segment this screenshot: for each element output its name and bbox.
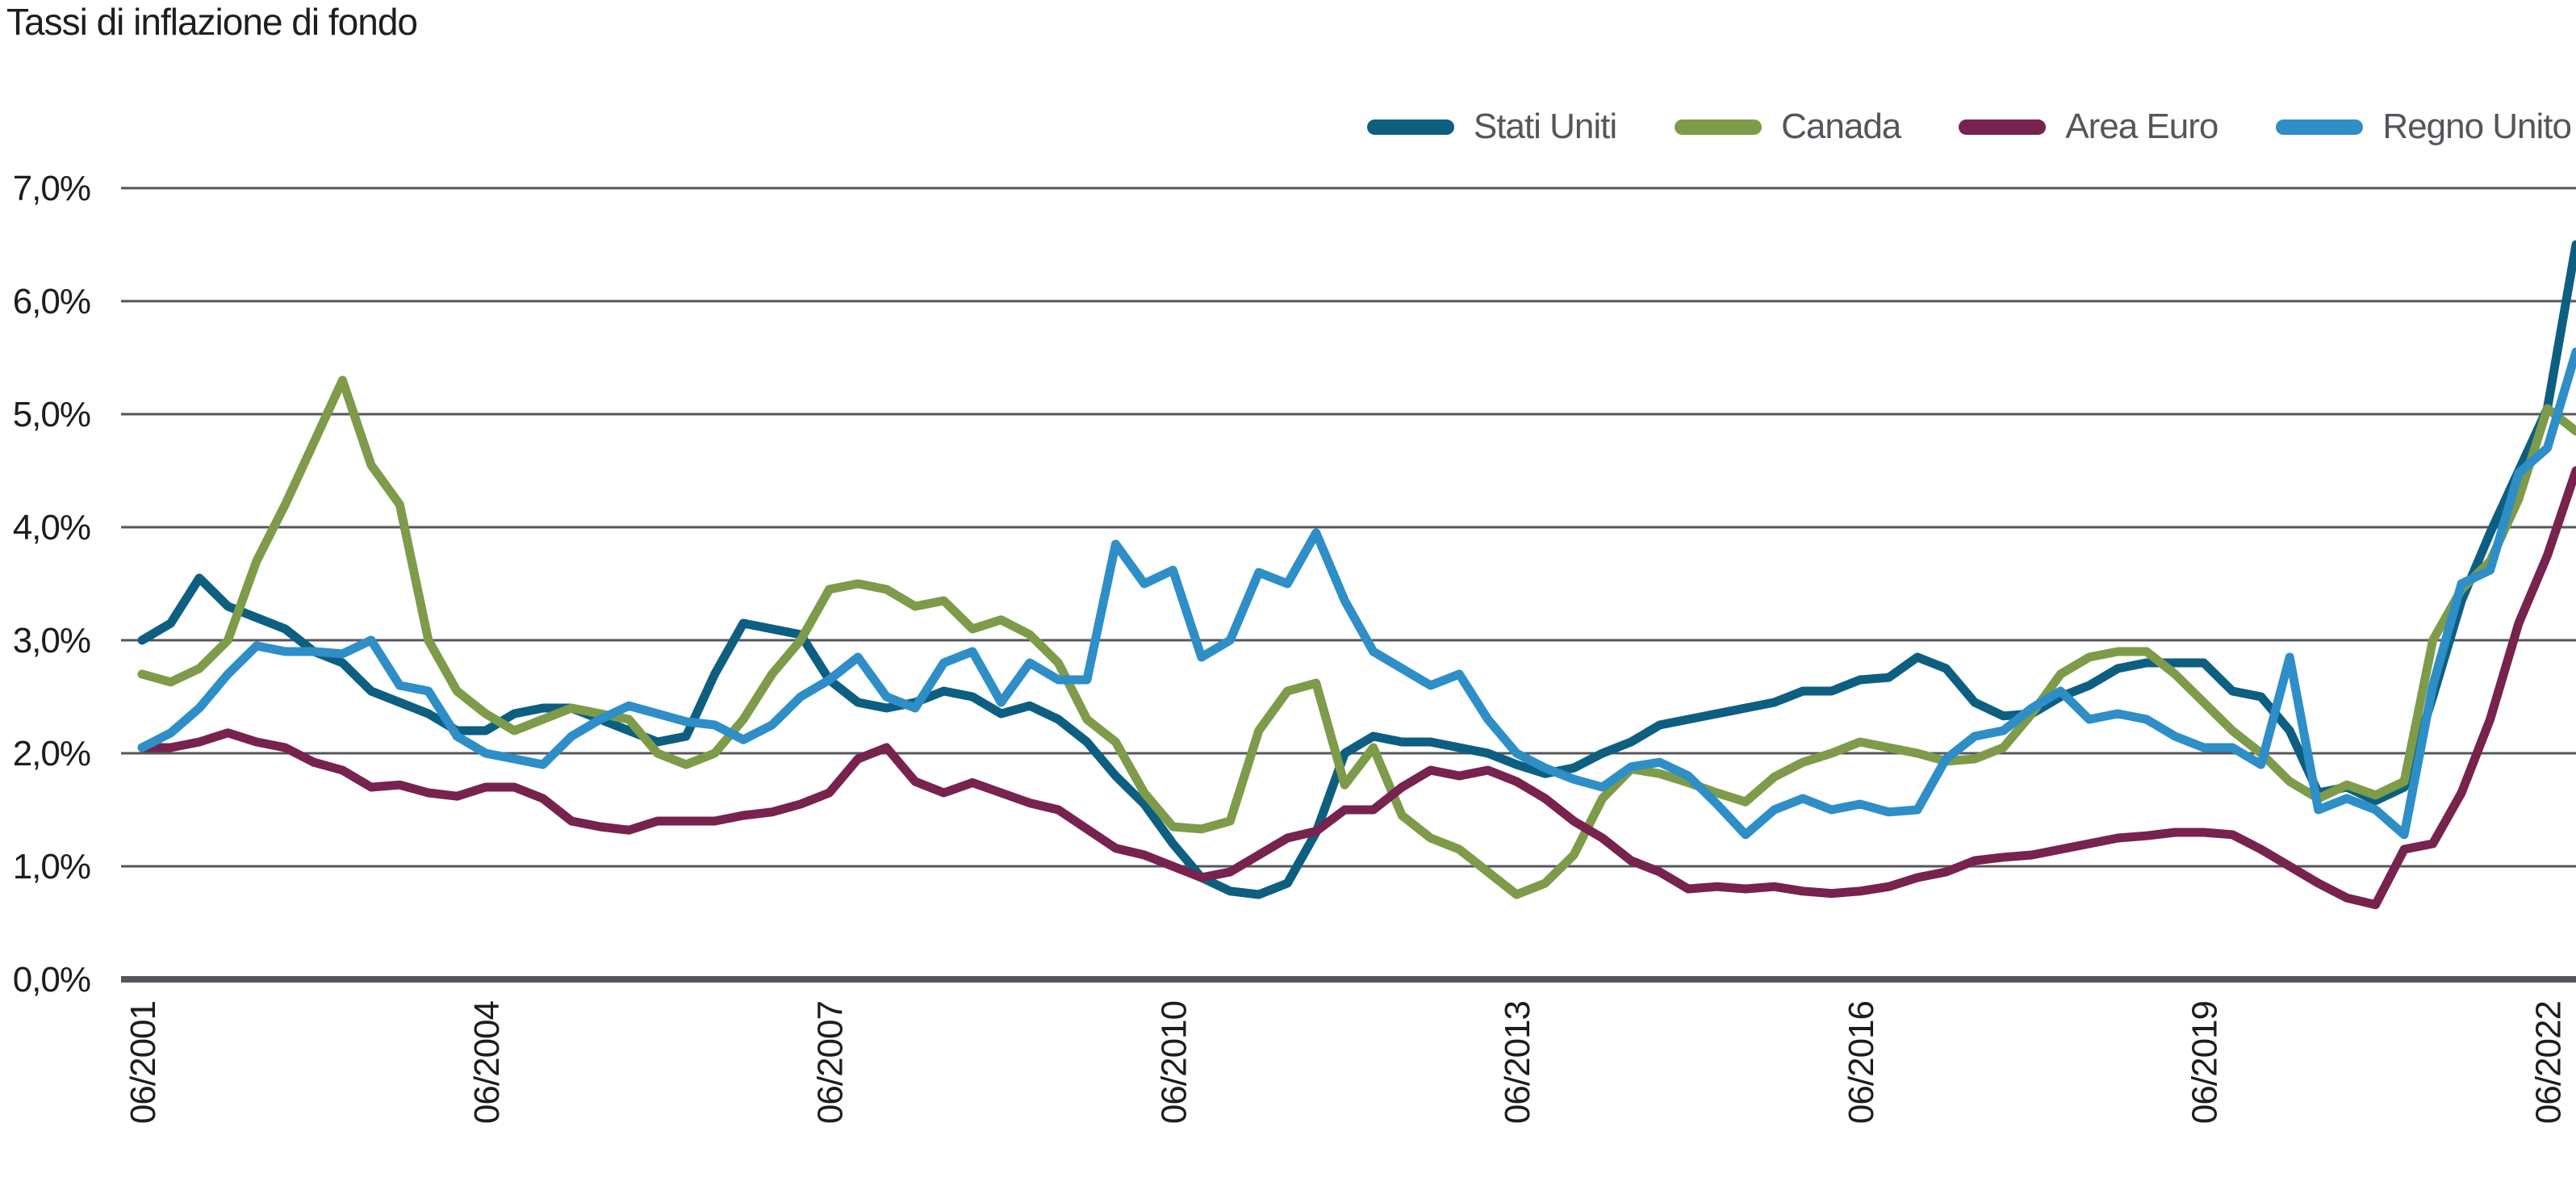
y-tick-label: 5,0%	[13, 395, 90, 434]
x-tick-label: 06/2007	[811, 1001, 851, 1124]
x-tick-label: 06/2010	[1154, 1001, 1194, 1124]
y-tick-label: 6,0%	[13, 282, 90, 321]
legend-swatch-icon	[1366, 119, 1454, 135]
legend-label: Area Euro	[2065, 107, 2218, 146]
legend-item-area-euro: Area Euro	[1959, 107, 2218, 147]
y-tick-label: 2,0%	[13, 734, 90, 773]
series-line-area-euro	[137, 466, 2576, 910]
x-tick-label: 06/2019	[2185, 1001, 2225, 1124]
legend-label: Regno Unito	[2382, 107, 2572, 146]
series-line-regno-unito	[137, 347, 2576, 840]
x-tick-label: 06/2016	[1842, 1001, 1881, 1124]
legend-label: Stati Uniti	[1473, 107, 1617, 146]
legend-item-stati-uniti: Stati Uniti	[1366, 107, 1617, 147]
legend-item-regno-unito: Regno Unito	[2276, 107, 2572, 147]
chart-title: Tassi di inflazione di fondo	[6, 1, 418, 43]
x-tick-label: 06/2004	[467, 1000, 507, 1124]
x-tick-label: 06/2013	[1498, 1001, 1537, 1124]
x-tick-label: 06/2022	[2528, 1001, 2568, 1124]
legend-label: Canada	[1781, 107, 1901, 146]
series-line-canada	[137, 375, 2576, 899]
y-tick-label: 0,0%	[13, 960, 90, 1000]
legend-item-canada: Canada	[1675, 107, 1901, 147]
legend-swatch-icon	[1675, 119, 1763, 135]
y-tick-label: 7,0%	[13, 169, 90, 208]
y-tick-label: 1,0%	[13, 847, 90, 886]
y-tick-label: 4,0%	[13, 508, 90, 547]
y-tick-label: 3,0%	[13, 621, 90, 660]
legend-swatch-icon	[2276, 119, 2364, 135]
series-line-stati-uniti	[137, 240, 2576, 899]
legend: Stati Uniti Canada Area Euro Regno Unito	[1366, 107, 2572, 147]
x-tick-label: 06/2001	[123, 1001, 163, 1124]
legend-swatch-icon	[1959, 119, 2047, 135]
